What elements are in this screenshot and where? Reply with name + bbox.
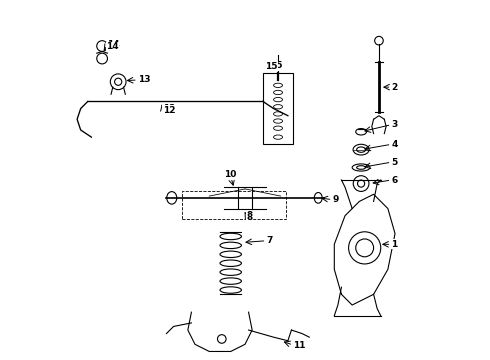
Text: 9: 9 (333, 195, 339, 204)
Text: 7: 7 (267, 236, 273, 245)
Bar (263, 73, 293, 144)
Text: 10: 10 (223, 170, 236, 179)
Text: 2: 2 (392, 83, 398, 92)
Text: 8: 8 (247, 211, 253, 220)
Text: 14: 14 (107, 40, 120, 49)
Text: 6: 6 (392, 176, 398, 185)
Text: 15: 15 (265, 62, 277, 71)
Text: 12: 12 (163, 104, 175, 113)
Text: 15: 15 (270, 61, 283, 70)
Text: 4: 4 (392, 140, 398, 149)
Text: 13: 13 (138, 76, 150, 85)
Text: 14: 14 (106, 42, 119, 51)
Text: 8: 8 (247, 213, 253, 222)
Text: 3: 3 (392, 120, 398, 129)
Text: 11: 11 (293, 341, 306, 350)
Text: 12: 12 (163, 106, 175, 115)
Text: 5: 5 (392, 158, 398, 167)
Text: 1: 1 (392, 240, 398, 249)
